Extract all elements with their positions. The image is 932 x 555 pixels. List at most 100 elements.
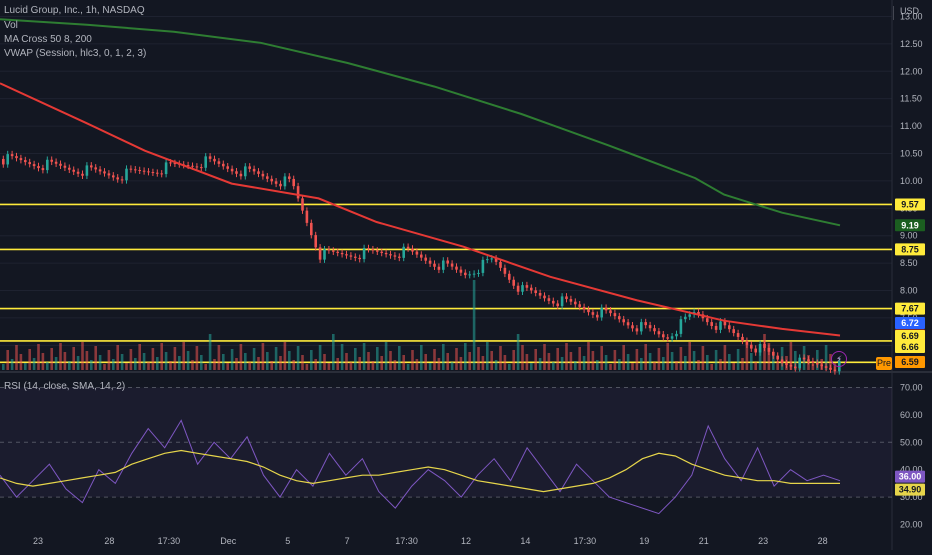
volume-bar bbox=[393, 360, 397, 370]
candle-body bbox=[626, 322, 630, 326]
volume-bar bbox=[2, 364, 5, 370]
candle-body bbox=[371, 249, 375, 251]
candle-body bbox=[336, 251, 339, 253]
volume-bar bbox=[437, 358, 441, 370]
candle-body bbox=[398, 256, 401, 258]
price-tick-label: 8.00 bbox=[900, 286, 918, 296]
rsi-tick-label: 70.00 bbox=[900, 382, 923, 392]
volume-bar bbox=[239, 344, 243, 370]
volume-bar bbox=[582, 356, 586, 370]
candle-body bbox=[160, 173, 163, 175]
candle-body bbox=[98, 169, 102, 172]
volume-bar bbox=[538, 358, 542, 370]
volume-bar bbox=[261, 343, 265, 370]
volume-bar bbox=[362, 343, 366, 370]
volume-bar bbox=[688, 342, 691, 370]
rsi-badge bbox=[895, 470, 925, 483]
time-tick-label: 17:30 bbox=[574, 536, 597, 546]
time-tick-label: 28 bbox=[818, 536, 828, 546]
candle-body bbox=[670, 336, 674, 339]
price-tick-label: 12.50 bbox=[900, 39, 923, 49]
volume-bar bbox=[754, 362, 757, 370]
candle-body bbox=[433, 263, 436, 267]
lightning-icon[interactable]: ⚡ bbox=[831, 351, 847, 367]
candle-body bbox=[446, 260, 449, 264]
ma-50-line bbox=[0, 82, 841, 337]
ma-cross-label[interactable]: MA Cross 50 8, 200 bbox=[4, 34, 92, 45]
price-tick-label: 12.00 bbox=[900, 66, 923, 76]
volume-bar bbox=[235, 358, 238, 370]
volume-bar bbox=[670, 352, 674, 370]
price-badge-label: 9.19 bbox=[901, 220, 919, 230]
volume-bar bbox=[178, 356, 181, 370]
volume-bar bbox=[112, 359, 115, 370]
volume-bar bbox=[37, 344, 40, 370]
volume-bar bbox=[19, 354, 23, 370]
time-tick-label: 21 bbox=[699, 536, 709, 546]
price-badge-label: 9.57 bbox=[901, 199, 919, 209]
vwap-label[interactable]: VWAP (Session, hlc3, 0, 1, 2, 3) bbox=[4, 48, 147, 59]
candle-body bbox=[296, 186, 300, 199]
volume-bar bbox=[208, 334, 212, 370]
volume-label[interactable]: Vol bbox=[4, 20, 18, 31]
volume-bar bbox=[534, 349, 537, 370]
volume-bar bbox=[622, 345, 625, 370]
volume-bar bbox=[204, 364, 207, 370]
volume-bar bbox=[310, 350, 313, 370]
volume-bar bbox=[147, 362, 150, 370]
currency-label[interactable]: USD bbox=[900, 6, 920, 16]
volume-bar bbox=[657, 348, 661, 370]
volume-bar bbox=[248, 362, 251, 370]
volume-bar bbox=[811, 364, 815, 370]
candle-body bbox=[631, 325, 634, 329]
price-badge-label: 6.66 bbox=[901, 342, 919, 352]
price-badge bbox=[895, 243, 925, 256]
volume-bar bbox=[499, 346, 502, 370]
candle-body bbox=[459, 269, 463, 273]
candle-body bbox=[644, 322, 647, 326]
candle-body bbox=[754, 348, 757, 353]
candle-body bbox=[420, 254, 423, 258]
candle-body bbox=[618, 316, 621, 320]
volume-bar bbox=[618, 359, 621, 370]
candle-body bbox=[85, 165, 89, 176]
volume-bar bbox=[358, 357, 361, 370]
candle-body bbox=[235, 171, 238, 174]
volume-bar bbox=[257, 357, 260, 370]
price-tick-label: 8.50 bbox=[900, 258, 918, 268]
volume-bar bbox=[169, 361, 172, 370]
time-tick-label: 19 bbox=[639, 536, 649, 546]
candle-body bbox=[772, 351, 775, 356]
volume-bar bbox=[85, 351, 89, 370]
volume-bar bbox=[406, 364, 410, 370]
volume-bar bbox=[481, 356, 485, 370]
volume-bar bbox=[596, 360, 599, 370]
volume-bar bbox=[600, 346, 603, 370]
volume-bar bbox=[508, 364, 511, 370]
volume-bar bbox=[160, 343, 163, 370]
candle-body bbox=[129, 168, 133, 170]
volume-bar bbox=[68, 361, 71, 370]
candle-body bbox=[90, 165, 93, 168]
volume-bar bbox=[411, 350, 414, 370]
candle-body bbox=[376, 250, 379, 252]
rsi-tick-label: 60.00 bbox=[900, 410, 923, 420]
symbol-title[interactable]: Lucid Group, Inc., 1h, NASDAQ bbox=[4, 5, 145, 16]
candle-body bbox=[318, 247, 322, 260]
price-badge-label: 7.67 bbox=[901, 304, 919, 314]
candle-body bbox=[750, 344, 753, 349]
volume-bar bbox=[433, 349, 436, 370]
candle-body bbox=[736, 333, 740, 337]
price-badge bbox=[895, 341, 925, 353]
candle-body bbox=[424, 257, 427, 261]
volume-bar bbox=[648, 353, 652, 370]
candle-body bbox=[684, 316, 687, 320]
volume-bar bbox=[129, 349, 133, 370]
candle-body bbox=[719, 321, 722, 330]
time-tick-label: 12 bbox=[461, 536, 471, 546]
candle-body bbox=[780, 359, 784, 364]
candle-body bbox=[32, 164, 36, 167]
rsi-label[interactable]: RSI (14, close, SMA, 14, 2) bbox=[4, 381, 126, 392]
volume-bar bbox=[376, 347, 379, 370]
